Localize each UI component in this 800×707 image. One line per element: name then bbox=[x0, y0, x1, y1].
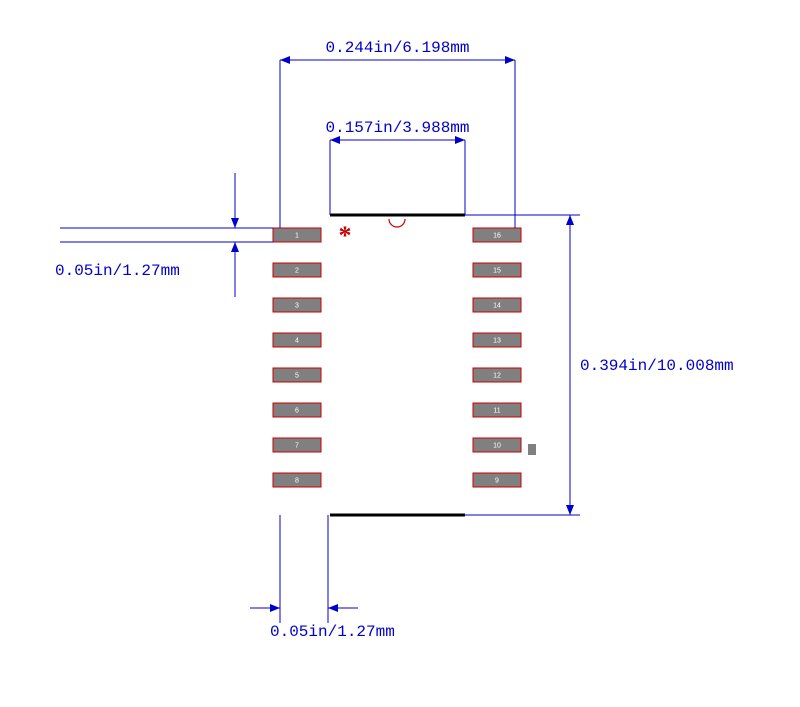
dim-body-width-label: 0.157in/3.988mm bbox=[325, 119, 469, 137]
dimension-arrowhead bbox=[280, 56, 290, 64]
dim-overall-width-label: 0.244in/6.198mm bbox=[325, 39, 469, 57]
dimension-arrowhead bbox=[505, 56, 515, 64]
pin-number: 5 bbox=[295, 372, 299, 379]
pin-number: 12 bbox=[493, 372, 501, 379]
pin-number: 7 bbox=[295, 442, 299, 449]
pin-number: 9 bbox=[495, 477, 499, 484]
dimension-arrowhead bbox=[566, 505, 574, 515]
dim-pad-height-label: 0.05in/1.27mm bbox=[55, 262, 180, 280]
pin-number: 10 bbox=[493, 442, 501, 449]
dimension-arrowhead bbox=[231, 218, 239, 228]
pin-number: 3 bbox=[295, 302, 299, 309]
pin-number: 16 bbox=[493, 232, 501, 239]
pin-number: 13 bbox=[493, 337, 501, 344]
dimension-arrowhead bbox=[566, 215, 574, 225]
dimension-arrowhead bbox=[455, 136, 465, 144]
dim-pad-width-label: 0.05in/1.27mm bbox=[270, 623, 395, 641]
pin-number: 4 bbox=[295, 337, 299, 344]
dim-body-height-label: 0.394in/10.008mm bbox=[580, 357, 734, 375]
pin-number: 1 bbox=[295, 232, 299, 239]
pin1-marker: * bbox=[339, 221, 352, 250]
dimension-arrowhead bbox=[270, 604, 280, 612]
pin-number: 6 bbox=[295, 407, 299, 414]
pin-number: 11 bbox=[493, 407, 500, 414]
fiducial-square bbox=[528, 444, 536, 455]
dimension-arrowhead bbox=[330, 136, 340, 144]
pin-number: 14 bbox=[493, 302, 501, 309]
pin-number: 8 bbox=[295, 477, 299, 484]
dimension-arrowhead bbox=[328, 604, 338, 612]
package-footprint-diagram: 1 16 2 15 3 14 4 13 5 12 6 11 7 10 8 9 * 0.244in/6.198mm 0… bbox=[0, 0, 800, 707]
pin-number: 15 bbox=[493, 267, 501, 274]
pin-number: 2 bbox=[295, 267, 299, 274]
dimension-arrowhead bbox=[231, 242, 239, 252]
orientation-notch bbox=[389, 219, 405, 227]
